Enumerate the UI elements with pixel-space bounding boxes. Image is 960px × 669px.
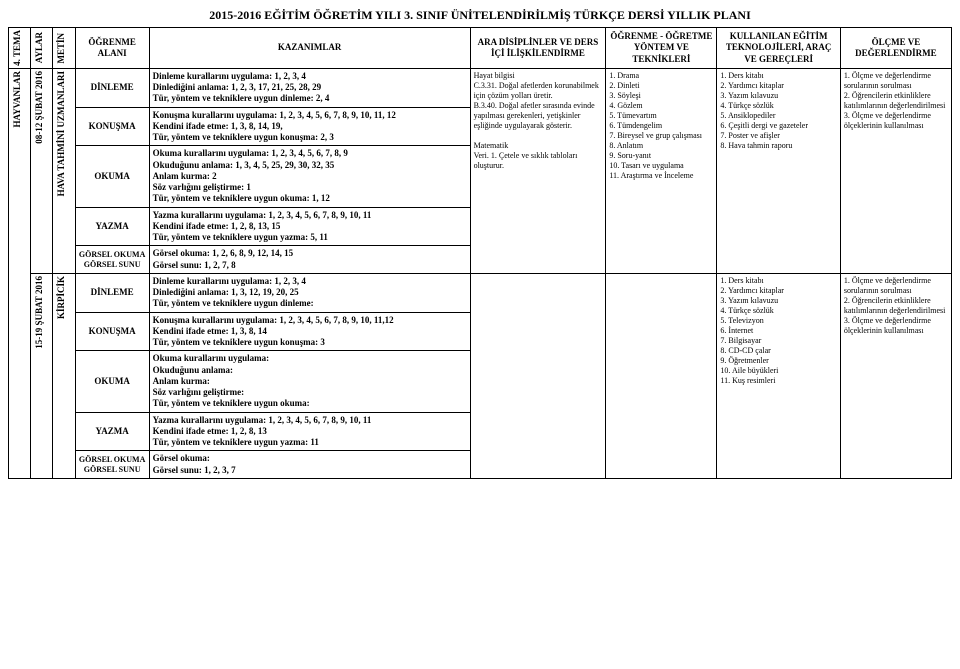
h-olcme: ÖLÇME VE DEĞERLENDİRME (840, 28, 951, 69)
h-kullanilan: KULLANILAN EĞİTİM TEKNOLOJİLERİ, ARAÇ VE… (717, 28, 840, 69)
kaz-yazma: Yazma kurallarını uygulama: 1, 2, 3, 4, … (149, 412, 470, 451)
h-ogretme: ÖĞRENME - ÖĞRETME YÖNTEM VE TEKNİKLERİ (606, 28, 717, 69)
h-kazanim: KAZANIMLAR (149, 28, 470, 69)
alan-yazma: YAZMA (75, 412, 149, 451)
aylar-cell: 15-19 ŞUBAT 2016 (31, 273, 53, 478)
tema-cell: HAYVANLAR (9, 68, 31, 478)
alan-dinleme: DİNLEME (75, 68, 149, 107)
metin-cell: KİRPİCİK (53, 273, 75, 478)
kaz-okuma: Okuma kurallarını uygulama: 1, 2, 3, 4, … (149, 146, 470, 207)
kaz-dinleme: Dinleme kurallarını uygulama: 1, 2, 3, 4… (149, 273, 470, 312)
olcme-cell: 1. Ölçme ve değerlendirme sorularının so… (840, 68, 951, 273)
metin-cell: HAVA TAHMİNİ UZMANLARI (53, 68, 75, 273)
h-aylar: AYLAR (31, 28, 53, 69)
ogretme-cell (606, 273, 717, 478)
header-row: 4. TEMA AYLAR METİN ÖĞRENME ALANI KAZANI… (9, 28, 952, 69)
kaz-konusma: Konuşma kurallarını uygulama: 1, 2, 3, 4… (149, 107, 470, 146)
alan-okuma: OKUMA (75, 146, 149, 207)
alan-konusma: KONUŞMA (75, 312, 149, 351)
kaz-okuma: Okuma kurallarını uygulama:Okuduğunu anl… (149, 351, 470, 412)
kullanilan-cell: 1. Ders kitabı2. Yardımcı kitaplar3. Yaz… (717, 273, 840, 478)
table-row: 15-19 ŞUBAT 2016 KİRPİCİK DİNLEME Dinlem… (9, 273, 952, 312)
ara-cell: Hayat bilgisiC.3.31. Doğal afetlerden ko… (470, 68, 606, 273)
alan-konusma: KONUŞMA (75, 107, 149, 146)
kaz-dinleme: Dinleme kurallarını uygulama: 1, 2, 3, 4… (149, 68, 470, 107)
kaz-gorsel: Görsel okuma: 1, 2, 6, 8, 9, 12, 14, 15G… (149, 246, 470, 274)
kaz-konusma: Konuşma kurallarını uygulama: 1, 2, 3, 4… (149, 312, 470, 351)
kaz-gorsel: Görsel okuma:Görsel sunu: 1, 2, 3, 7 (149, 451, 470, 479)
ogretme-cell: 1. Drama2. Dinleti3. Söyleşi4. Gözlem5. … (606, 68, 717, 273)
alan-gorsel: GÖRSEL OKUMA GÖRSEL SUNU (75, 246, 149, 274)
olcme-cell: 1. Ölçme ve değerlendirme sorularının so… (840, 273, 951, 478)
h-alan: ÖĞRENME ALANI (75, 28, 149, 69)
h-ara: ARA DİSİPLİNLER VE DERS İÇİ İLİŞKİLENDİR… (470, 28, 606, 69)
alan-gorsel: GÖRSEL OKUMA GÖRSEL SUNU (75, 451, 149, 479)
ara-cell (470, 273, 606, 478)
kaz-yazma: Yazma kurallarını uygulama: 1, 2, 3, 4, … (149, 207, 470, 246)
page-title: 2015-2016 EĞİTİM ÖĞRETİM YILI 3. SINIF Ü… (8, 8, 952, 23)
alan-yazma: YAZMA (75, 207, 149, 246)
kullanilan-cell: 1. Ders kitabı2. Yardımcı kitaplar3. Yaz… (717, 68, 840, 273)
h-metin: METİN (53, 28, 75, 69)
alan-dinleme: DİNLEME (75, 273, 149, 312)
plan-table: 4. TEMA AYLAR METİN ÖĞRENME ALANI KAZANI… (8, 27, 952, 479)
h-tema: 4. TEMA (9, 28, 31, 69)
aylar-cell: 08-12 ŞUBAT 2016 (31, 68, 53, 273)
table-row: HAYVANLAR 08-12 ŞUBAT 2016 HAVA TAHMİNİ … (9, 68, 952, 107)
alan-okuma: OKUMA (75, 351, 149, 412)
